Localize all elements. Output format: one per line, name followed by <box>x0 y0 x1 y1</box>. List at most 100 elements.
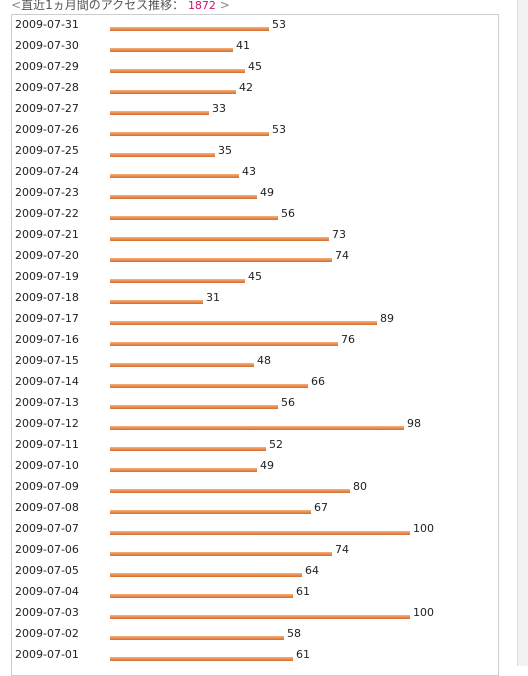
value-label: 66 <box>311 375 325 388</box>
value-label: 76 <box>341 333 355 346</box>
value-label: 45 <box>248 60 262 73</box>
bar <box>110 552 332 556</box>
value-label: 48 <box>257 354 271 367</box>
bar <box>110 489 350 493</box>
category-label: 2009-07-05 <box>15 564 79 577</box>
category-label: 2009-07-17 <box>15 312 79 325</box>
chart-row: 2009-07-30 41 <box>12 36 498 57</box>
category-label: 2009-07-23 <box>15 186 79 199</box>
bar <box>110 279 245 283</box>
bar <box>110 216 278 220</box>
value-label: 100 <box>413 522 434 535</box>
value-label: 73 <box>332 228 346 241</box>
category-label: 2009-07-15 <box>15 354 79 367</box>
chart-row: 2009-07-29 45 <box>12 57 498 78</box>
value-label: 53 <box>272 18 286 31</box>
category-label: 2009-07-06 <box>15 543 79 556</box>
value-label: 100 <box>413 606 434 619</box>
bar <box>110 237 329 241</box>
value-label: 56 <box>281 396 295 409</box>
chart-row: 2009-07-02 58 <box>12 624 498 645</box>
category-label: 2009-07-13 <box>15 396 79 409</box>
category-label: 2009-07-10 <box>15 459 79 472</box>
bar <box>110 153 215 157</box>
category-label: 2009-07-19 <box>15 270 79 283</box>
bar <box>110 573 302 577</box>
category-label: 2009-07-18 <box>15 291 79 304</box>
bar <box>110 342 338 346</box>
total-count: 1872 <box>187 0 216 12</box>
chart-row: 2009-07-25 35 <box>12 141 498 162</box>
value-label: 58 <box>287 627 301 640</box>
value-label: 74 <box>335 249 349 262</box>
bar <box>110 195 257 199</box>
bar <box>110 510 311 514</box>
bar <box>110 27 269 31</box>
chart-row: 2009-07-21 73 <box>12 225 498 246</box>
category-label: 2009-07-25 <box>15 144 79 157</box>
category-label: 2009-07-07 <box>15 522 79 535</box>
chart-row: 2009-07-16 76 <box>12 330 498 351</box>
category-label: 2009-07-31 <box>15 18 79 31</box>
chart-row: 2009-07-10 49 <box>12 456 498 477</box>
category-label: 2009-07-03 <box>15 606 79 619</box>
chart-row: 2009-07-01 61 <box>12 645 498 666</box>
bar <box>110 258 332 262</box>
value-label: 45 <box>248 270 262 283</box>
bar <box>110 594 293 598</box>
value-label: 33 <box>212 102 226 115</box>
value-label: 67 <box>314 501 328 514</box>
bar <box>110 132 269 136</box>
chart-row: 2009-07-20 74 <box>12 246 498 267</box>
chart-row: 2009-07-26 53 <box>12 120 498 141</box>
chart-row: 2009-07-07 100 <box>12 519 498 540</box>
value-label: 35 <box>218 144 232 157</box>
value-label: 61 <box>296 648 310 661</box>
category-label: 2009-07-09 <box>15 480 79 493</box>
category-label: 2009-07-30 <box>15 39 79 52</box>
chart-title: 直近1ヵ月間のアクセス推移： <box>21 0 185 12</box>
value-label: 49 <box>260 459 274 472</box>
value-label: 74 <box>335 543 349 556</box>
chart-row: 2009-07-06 74 <box>12 540 498 561</box>
category-label: 2009-07-24 <box>15 165 79 178</box>
value-label: 80 <box>353 480 367 493</box>
value-label: 98 <box>407 417 421 430</box>
category-label: 2009-07-29 <box>15 60 79 73</box>
bar <box>110 426 404 430</box>
chart-row: 2009-07-28 42 <box>12 78 498 99</box>
category-label: 2009-07-12 <box>15 417 79 430</box>
bar <box>110 384 308 388</box>
bar <box>110 321 377 325</box>
bar <box>110 174 239 178</box>
bar <box>110 531 410 535</box>
chart-row: 2009-07-13 56 <box>12 393 498 414</box>
bar <box>110 447 266 451</box>
chart-row: 2009-07-05 64 <box>12 561 498 582</box>
chart-row: 2009-07-09 80 <box>12 477 498 498</box>
chart-row: 2009-07-24 43 <box>12 162 498 183</box>
bar <box>110 405 278 409</box>
chart-header: <直近1ヵ月間のアクセス推移： 1872 > <box>11 0 230 13</box>
bar <box>110 363 254 367</box>
chart-row: 2009-07-14 66 <box>12 372 498 393</box>
category-label: 2009-07-20 <box>15 249 79 262</box>
header-close-bracket: > <box>219 0 230 12</box>
value-label: 64 <box>305 564 319 577</box>
bar <box>110 90 236 94</box>
value-label: 31 <box>206 291 220 304</box>
value-label: 41 <box>236 39 250 52</box>
page-scrollbar[interactable] <box>517 0 528 666</box>
chart-row: 2009-07-31 53 <box>12 15 498 36</box>
chart-row: 2009-07-17 89 <box>12 309 498 330</box>
chart-row: 2009-07-15 48 <box>12 351 498 372</box>
bar <box>110 111 209 115</box>
bar <box>110 48 233 52</box>
chart-row: 2009-07-27 33 <box>12 99 498 120</box>
chart-row: 2009-07-08 67 <box>12 498 498 519</box>
value-label: 56 <box>281 207 295 220</box>
value-label: 49 <box>260 186 274 199</box>
category-label: 2009-07-28 <box>15 81 79 94</box>
value-label: 89 <box>380 312 394 325</box>
chart-row: 2009-07-18 31 <box>12 288 498 309</box>
